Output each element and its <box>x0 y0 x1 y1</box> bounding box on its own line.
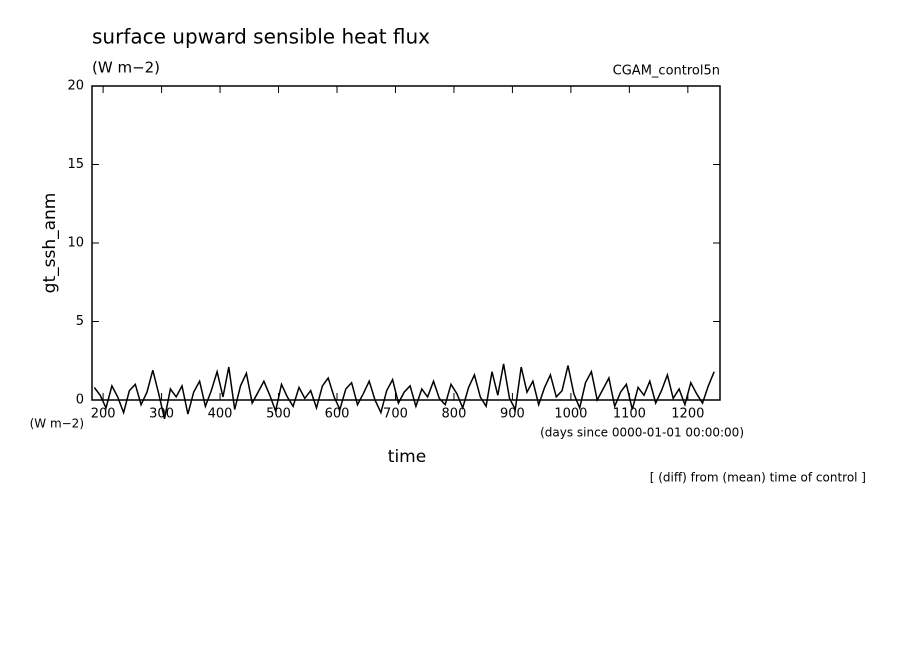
chart-title: surface upward sensible heat flux <box>92 25 430 49</box>
y-tick-label: 10 <box>67 236 84 251</box>
y-tick-label: 20 <box>67 79 84 94</box>
x-tick-label: 1100 <box>613 407 646 422</box>
y-tick-label: 0 <box>76 393 84 408</box>
x-tick-label: 500 <box>266 407 291 422</box>
x-tick-label: 400 <box>208 407 233 422</box>
y-units: (W m−2) <box>30 417 84 431</box>
x-tick-label: 900 <box>500 407 525 422</box>
y-axis-label: gt_ssh_anm <box>40 193 60 294</box>
x-tick-label: 1000 <box>554 407 587 422</box>
x-tick-label: 1200 <box>671 407 704 422</box>
footnote: [ (diff) from (mean) time of control ] <box>650 471 866 485</box>
y-tick-label: 5 <box>76 314 84 329</box>
plot-frame <box>91 85 721 401</box>
x-axis-label: time <box>388 447 426 467</box>
data-line <box>93 363 715 419</box>
x-tick-label: 800 <box>442 407 467 422</box>
chart-subtitle: (W m−2) <box>92 59 160 77</box>
annotation: CGAM_control5n <box>613 64 720 79</box>
x-tick-label: 600 <box>325 407 350 422</box>
y-tick-label: 15 <box>67 157 84 172</box>
x-tick-label: 700 <box>383 407 408 422</box>
x-tick-label: 200 <box>91 407 116 422</box>
x-tick-label: 300 <box>149 407 174 422</box>
x-units: (days since 0000-01-01 00:00:00) <box>540 426 744 440</box>
